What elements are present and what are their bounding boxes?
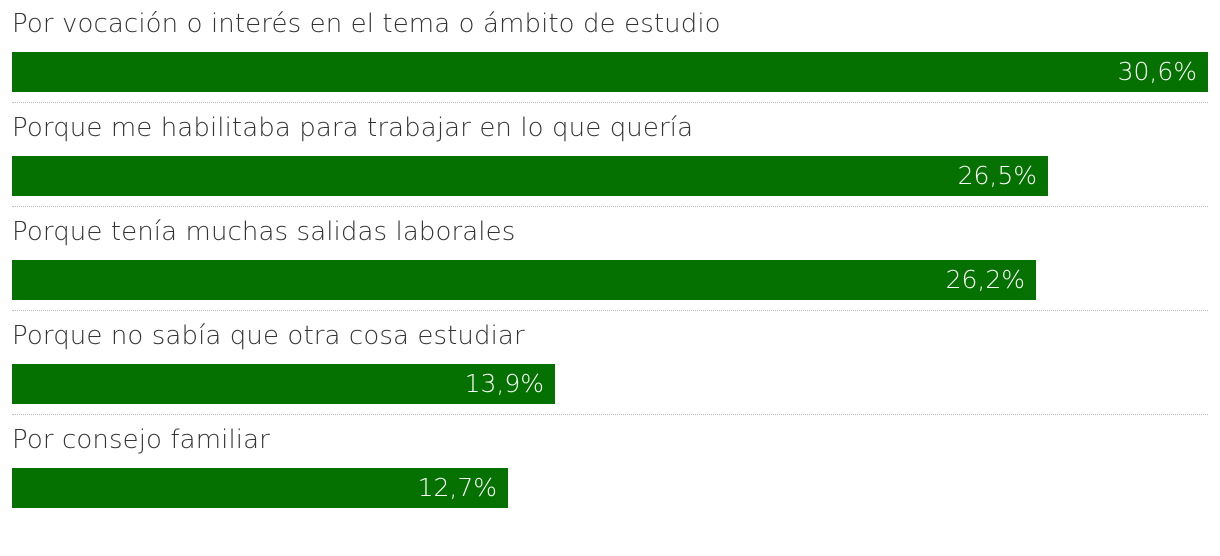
bar-value-label: 30,6% xyxy=(1117,57,1197,86)
bar: 26,5% xyxy=(12,156,1048,196)
bar: 13,9% xyxy=(12,364,555,404)
bar: 30,6% xyxy=(12,52,1208,92)
category-label: Porque tenía muchas salidas laborales xyxy=(12,217,516,247)
bar: 26,2% xyxy=(12,260,1036,300)
category-label: Por vocación o interés en el tema o ámbi… xyxy=(12,9,721,39)
chart-row: Por consejo familiar 12,7% xyxy=(12,416,1208,520)
category-label: Porque me habilitaba para trabajar en lo… xyxy=(12,113,694,143)
chart-row: Porque tenía muchas salidas laborales 26,… xyxy=(12,208,1208,312)
row-divider xyxy=(12,206,1208,207)
row-divider xyxy=(12,102,1208,103)
chart-row: Porque me habilitaba para trabajar en lo… xyxy=(12,104,1208,208)
row-divider xyxy=(12,414,1208,415)
category-label: Porque no sabía que otra cosa estudiar xyxy=(12,321,525,351)
bar: 12,7% xyxy=(12,468,508,508)
chart-row: Porque no sabía que otra cosa estudiar 13… xyxy=(12,312,1208,416)
category-label: Por consejo familiar xyxy=(12,425,270,455)
row-divider xyxy=(12,310,1208,311)
bar-value-label: 13,9% xyxy=(464,369,544,398)
bar-value-label: 12,7% xyxy=(417,473,497,502)
bar-value-label: 26,5% xyxy=(957,161,1037,190)
chart-row: Por vocación o interés en el tema o ámbi… xyxy=(12,0,1208,104)
bar-value-label: 26,2% xyxy=(945,265,1025,294)
